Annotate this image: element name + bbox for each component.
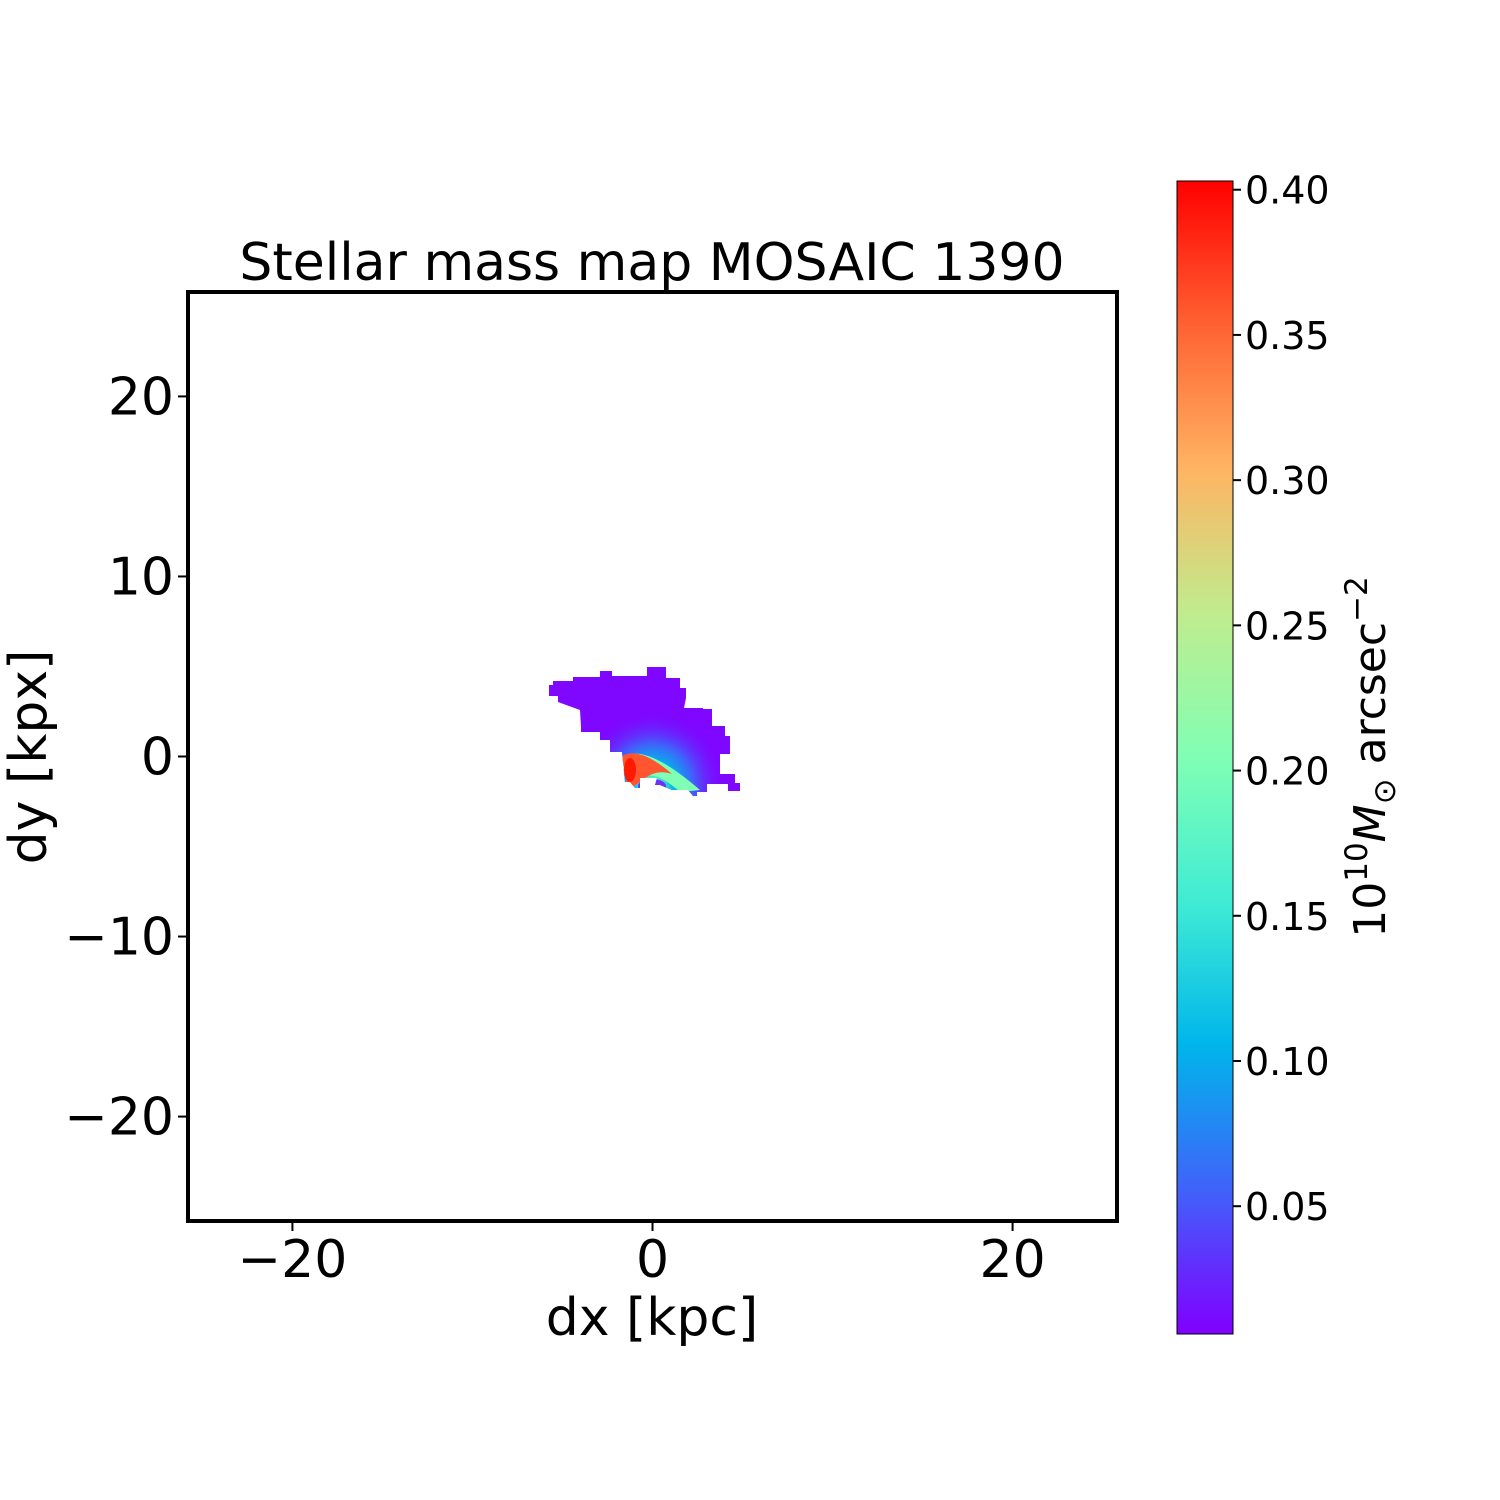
y-tick-label: 10 <box>108 547 174 607</box>
y-tick-label: 20 <box>108 367 174 427</box>
colorbar <box>1176 180 1234 1335</box>
colorbar-label: 1010M⊙ arcsec−2 <box>1339 576 1403 938</box>
colorbar-tick-label: 0.25 <box>1245 604 1330 648</box>
mass-map-image <box>549 667 740 796</box>
y-axis-label: dy [kpx] <box>0 650 59 865</box>
y-tick-label: −10 <box>64 908 174 968</box>
x-tick-label: −20 <box>238 1230 348 1290</box>
mass-map-inner-hole <box>638 779 666 793</box>
colorbar-ticks: 0.05 0.10 0.15 0.20 0.25 0.30 0.35 0.40 <box>1233 169 1330 1229</box>
mass-map-peak-core <box>624 758 636 782</box>
colorbar-tick-label: 0.35 <box>1245 314 1330 358</box>
chart-title: Stellar mass map MOSAIC 1390 <box>239 233 1064 293</box>
colorbar-tick-label: 0.20 <box>1245 750 1330 794</box>
x-ticks: −20 0 20 <box>238 1221 1046 1290</box>
colorbar-tick-label: 0.40 <box>1245 169 1330 213</box>
y-tick-label: 0 <box>141 728 174 788</box>
colorbar-tick-label: 0.05 <box>1245 1185 1330 1229</box>
colorbar-tick-label: 0.30 <box>1245 459 1330 503</box>
colorbar-tick-label: 0.15 <box>1245 895 1330 939</box>
colorbar-tick-label: 0.10 <box>1245 1040 1330 1084</box>
x-tick-label: 20 <box>979 1230 1045 1290</box>
x-axis-label: dx [kpc] <box>546 1288 759 1348</box>
y-tick-label: −20 <box>64 1088 174 1148</box>
x-tick-label: 0 <box>636 1230 669 1290</box>
y-ticks: −20 −10 0 10 20 <box>64 367 188 1148</box>
